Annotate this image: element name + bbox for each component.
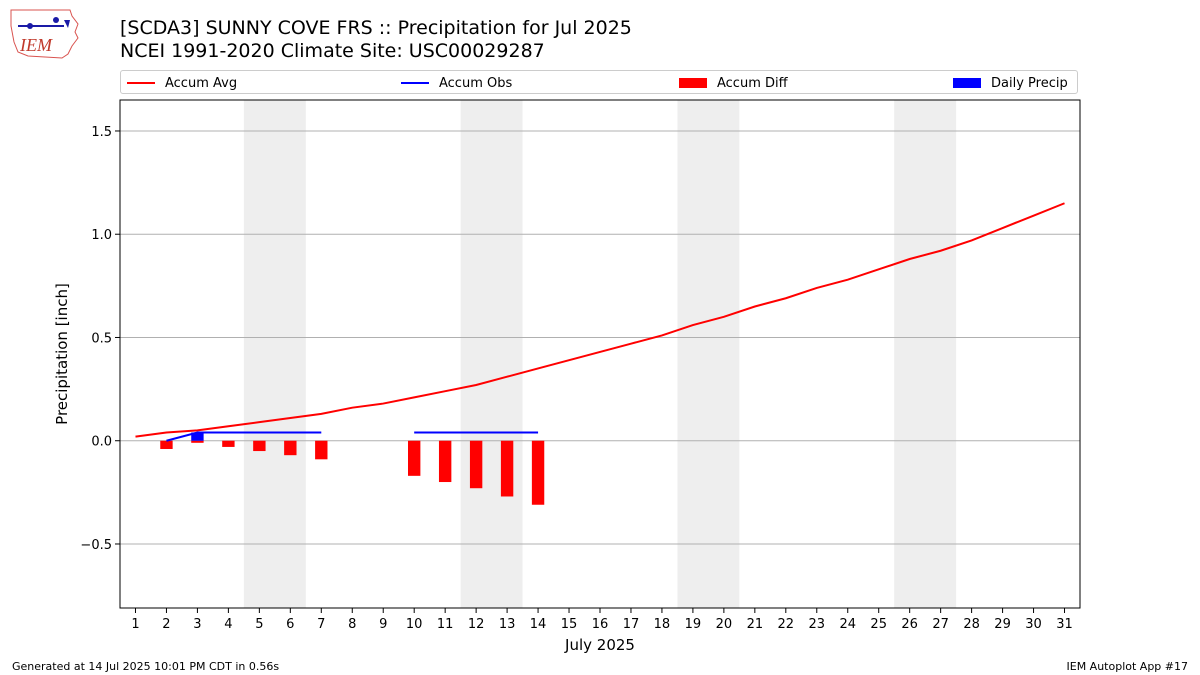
weekend-shade xyxy=(677,100,740,608)
x-tick-label: 27 xyxy=(932,617,949,632)
weekend-shade xyxy=(894,100,957,608)
accum-diff-bar xyxy=(469,440,483,489)
x-tick-label: 5 xyxy=(255,617,263,632)
accum-diff-bar xyxy=(500,440,514,497)
legend-item-accum-diff: Accum Diff xyxy=(679,74,788,92)
x-tick-label: 7 xyxy=(317,617,325,632)
x-tick-label: 18 xyxy=(654,617,671,632)
legend-swatch-accum-diff xyxy=(679,78,707,88)
accum-diff-bar xyxy=(531,440,545,505)
x-tick-label: 30 xyxy=(1025,617,1042,632)
legend-label-accum-avg: Accum Avg xyxy=(165,75,238,91)
x-tick-label: 9 xyxy=(379,617,387,632)
logo-text: IEM xyxy=(19,35,53,55)
legend: Accum Avg Accum Obs Accum Diff Daily Pre… xyxy=(120,70,1078,94)
x-tick-label: 16 xyxy=(592,617,609,632)
x-tick-label: 10 xyxy=(406,617,423,632)
x-tick-label: 15 xyxy=(561,617,578,632)
footer-app-label: IEM Autoplot App #17 xyxy=(1066,660,1189,673)
x-tick-label: 23 xyxy=(809,617,826,632)
iowa-state-outline xyxy=(10,9,79,59)
x-tick-label: 11 xyxy=(437,617,454,632)
accum-obs-line xyxy=(166,431,322,442)
legend-item-daily-precip: Daily Precip xyxy=(953,74,1068,92)
x-tick-label: 26 xyxy=(901,617,918,632)
weekend-shade xyxy=(460,100,523,608)
chart-title: [SCDA3] SUNNY COVE FRS :: Precipitation … xyxy=(120,17,632,39)
x-tick-label: 12 xyxy=(468,617,485,632)
accum-avg-line xyxy=(135,202,1065,438)
legend-swatch-accum-obs xyxy=(401,82,429,84)
x-tick-label: 28 xyxy=(963,617,980,632)
x-axis-label: July 2025 xyxy=(564,636,635,654)
legend-item-accum-obs: Accum Obs xyxy=(401,74,512,92)
y-tick-label: −0.5 xyxy=(80,538,112,553)
accum-diff-bar xyxy=(315,440,328,460)
legend-label-daily-precip: Daily Precip xyxy=(991,75,1068,91)
y-tick-label: 0.0 xyxy=(91,435,112,450)
x-tick-label: 8 xyxy=(348,617,356,632)
x-tick-label: 24 xyxy=(839,617,856,632)
accum-diff-bar xyxy=(408,440,421,476)
chart-subtitle: NCEI 1991-2020 Climate Site: USC00029287 xyxy=(120,40,545,62)
x-tick-label: 1 xyxy=(131,617,139,632)
x-tick-label: 3 xyxy=(193,617,201,632)
x-tick-label: 13 xyxy=(499,617,516,632)
y-tick-label: 1.0 xyxy=(91,228,112,243)
legend-label-accum-diff: Accum Diff xyxy=(717,75,788,91)
accum-diff-bar xyxy=(191,440,204,443)
iem-logo: IEM xyxy=(10,9,79,59)
x-tick-label: 14 xyxy=(530,617,547,632)
x-tick-label: 17 xyxy=(623,617,640,632)
accum-diff-bar xyxy=(160,440,173,449)
legend-swatch-daily-precip xyxy=(953,78,981,88)
x-tick-label: 22 xyxy=(778,617,795,632)
footer-generated-text: Generated at 14 Jul 2025 10:01 PM CDT in… xyxy=(12,660,280,673)
x-tick-label: 21 xyxy=(747,617,764,632)
x-tick-label: 20 xyxy=(716,617,733,632)
daily-precip-bar xyxy=(191,432,204,441)
x-tick-label: 4 xyxy=(224,617,232,632)
legend-label-accum-obs: Accum Obs xyxy=(439,75,513,91)
y-tick-label: 1.5 xyxy=(91,125,112,140)
accum-diff-bar xyxy=(438,440,452,483)
x-tick-label: 6 xyxy=(286,617,294,632)
y-tick-label: 0.5 xyxy=(91,331,112,346)
accum-diff-bar xyxy=(253,440,266,452)
legend-swatch-accum-avg xyxy=(127,82,155,84)
weekend-shade xyxy=(243,100,306,608)
x-tick-label: 29 xyxy=(994,617,1011,632)
x-tick-label: 31 xyxy=(1056,617,1073,632)
x-tick-label: 19 xyxy=(685,617,702,632)
legend-item-accum-avg: Accum Avg xyxy=(127,74,237,92)
x-tick-label: 2 xyxy=(162,617,170,632)
x-tick-label: 25 xyxy=(870,617,887,632)
y-axis-label: Precipitation [inch] xyxy=(53,283,71,425)
accum-diff-bar xyxy=(222,440,235,447)
accum-diff-bar xyxy=(284,440,297,456)
